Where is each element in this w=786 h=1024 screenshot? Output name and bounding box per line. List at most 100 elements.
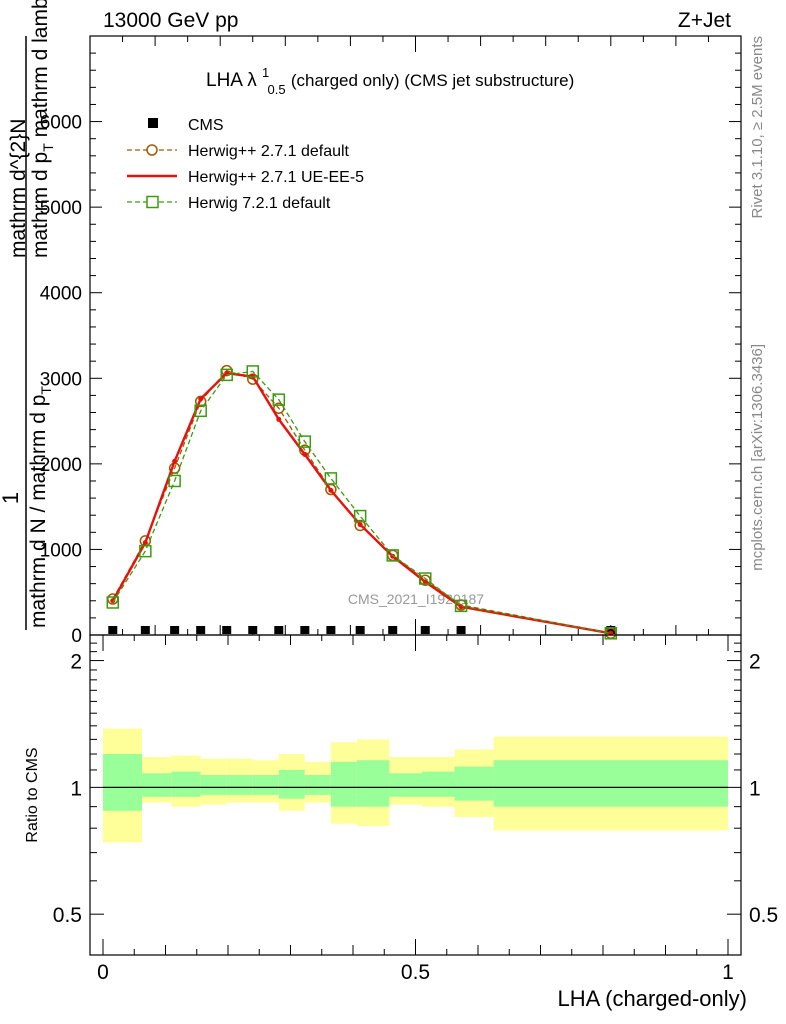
data-point	[142, 540, 148, 546]
data-point	[354, 519, 366, 532]
data-point	[140, 626, 150, 634]
ylabel-denominator: mathrm d N / mathrm d pT	[27, 386, 54, 628]
ylabel-one: 1	[0, 492, 23, 504]
data-point	[454, 599, 468, 613]
ylabel-num-den-rest: mathrm d lambda	[29, 0, 52, 143]
ratio-inner-band	[304, 774, 331, 795]
legend-marker	[146, 195, 159, 209]
data-point	[108, 626, 118, 634]
main-y-ticks: 0 1000 2000 3000 4000 5000 6000	[40, 52, 741, 647]
x-tick-label: 0	[97, 961, 109, 984]
main-series	[106, 364, 618, 640]
legend-item: Herwig++ 2.7.1 default	[127, 143, 350, 160]
data-point	[419, 572, 432, 585]
ratio-panel: 0.5 0.5 1 1 2 2 0 0.5 1 Ratio to CMS LHA (charg…	[24, 634, 778, 1011]
ylabel-num-den-sub: T	[40, 143, 56, 152]
ylabel-num-den-text: mathrm d p	[29, 152, 52, 258]
ratio-y-tick-label-right: 2	[749, 651, 761, 674]
legend-label: Herwig++ 2.7.1 UE-EE-5	[188, 169, 364, 186]
legend-label: Herwig++ 2.7.1 default	[188, 143, 350, 160]
ratio-bands	[103, 728, 728, 843]
ratio-y-ticks: 0.5 0.5 1 1 2 2	[53, 642, 778, 927]
legend-marker	[146, 144, 158, 156]
y-tick-label: 3000	[40, 369, 82, 390]
ratio-y-tick-label-right: 1	[749, 777, 761, 800]
title-sup: 1	[262, 65, 269, 80]
header-right: Z+Jet	[678, 9, 731, 32]
data-point	[388, 626, 398, 634]
main-x-ticks	[89, 36, 742, 635]
ratio-x-ticks: 0 0.5 1	[97, 635, 734, 984]
data-point	[606, 626, 616, 634]
data-point	[220, 368, 233, 382]
data-point	[276, 416, 282, 422]
data-point	[300, 626, 310, 634]
data-point	[422, 579, 428, 585]
data-point	[222, 626, 232, 634]
data-point	[248, 626, 258, 634]
data-point	[298, 435, 312, 448]
x-axis-label: LHA (charged-only)	[557, 986, 747, 1011]
data-point	[326, 626, 336, 634]
data-point	[106, 596, 120, 609]
data-point	[328, 487, 334, 493]
main-panel: 0 1000 2000 3000 4000 5000 6000 LHA λ 1 0.5 (c…	[0, 0, 742, 647]
title-main: LHA λ	[206, 70, 257, 91]
data-point	[386, 549, 399, 562]
ratio-y-tick-label-right: 0.5	[749, 904, 778, 927]
data-point	[357, 522, 363, 528]
legend-label: CMS	[188, 117, 224, 134]
legend-marker	[148, 118, 158, 128]
series-cms	[108, 626, 616, 634]
main-title: LHA λ 1 0.5 (charged only) (CMS jet subs…	[206, 61, 574, 99]
legend-label: Herwig 7.2.1 default	[188, 195, 331, 212]
ylabel-num-text: mathrm d^{2}N	[7, 119, 30, 258]
ratio-inner-band	[330, 761, 357, 807]
data-point	[390, 553, 396, 559]
ratio-y-tick-label: 2	[70, 651, 82, 674]
series-herwig-7-2-1-default	[106, 365, 618, 640]
y-tick-label: 6000	[40, 113, 82, 134]
data-point	[274, 626, 284, 634]
data-point	[420, 626, 430, 634]
data-point	[246, 365, 259, 378]
data-point	[355, 626, 365, 634]
data-point	[272, 393, 286, 406]
legend-item: CMS	[148, 117, 224, 134]
title-rest: (charged only) (CMS jet substructure)	[291, 71, 574, 90]
ratio-inner-band	[252, 774, 279, 795]
x-tick-label: 1	[722, 961, 734, 984]
ratio-inner-band	[226, 774, 253, 795]
ratio-y-tick-label: 1	[70, 777, 82, 800]
data-point	[456, 626, 466, 634]
y-tick-label: 4000	[40, 284, 82, 305]
rivet-label: Rivet 3.1.10, ≥ 2.5M events	[749, 36, 766, 219]
main-y-axis-label: 1 mathrm d N / mathrm d pT mathrm d^{2}N…	[0, 0, 56, 630]
data-point	[170, 626, 180, 634]
ratio-inner-band	[171, 771, 201, 797]
ratio-inner-band	[389, 773, 422, 797]
ratio-y-axis-label: Ratio to CMS	[24, 747, 41, 842]
data-point	[194, 404, 207, 418]
header-left: 13000 GeV pp	[103, 9, 238, 32]
x-tick-label: 0.5	[401, 961, 430, 984]
data-point	[139, 544, 152, 558]
data-point	[196, 626, 206, 634]
ylabel-numerator-2: mathrm d^{2}N	[7, 119, 30, 258]
ylabel-numerator-den: mathrm d pT mathrm d lambda	[29, 0, 56, 258]
ratio-inner-band	[278, 769, 305, 799]
ylabel-den-sub: T	[38, 386, 54, 395]
y-tick-label: 5000	[40, 198, 82, 219]
legend: CMS Herwig++ 2.7.1 default Herwig++ 2.7.1 …	[127, 117, 364, 212]
ratio-inner-band	[103, 754, 143, 811]
data-point	[353, 509, 367, 523]
y-tick-label: 2000	[40, 455, 82, 476]
ratio-inner-band	[454, 766, 494, 801]
data-point	[604, 627, 618, 640]
ratio-inner-band	[421, 771, 455, 797]
data-point	[172, 458, 178, 464]
legend-item: Herwig 7.2.1 default	[127, 195, 331, 212]
mcplots-label: mcplots.cern.ch [arXiv:1306.3436]	[749, 344, 766, 571]
data-point	[324, 472, 338, 485]
